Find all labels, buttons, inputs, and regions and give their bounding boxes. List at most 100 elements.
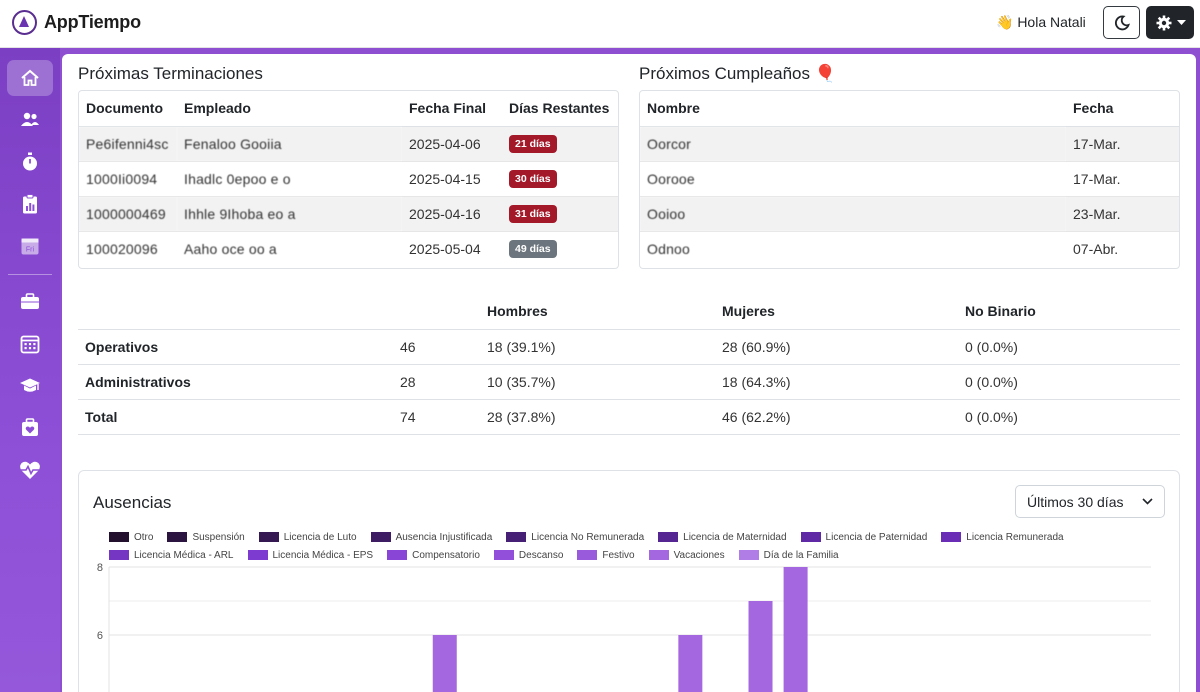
legend-label: Día de la Familia: [763, 549, 839, 561]
table-row[interactable]: Pe6ifenni4sc Fenaloo Gooiia 2025-04-06 2…: [79, 125, 618, 161]
dias-restantes-cell: 21 días: [502, 125, 618, 161]
table-row: Operativos 46 18 (39.1%) 28 (60.9%) 0 (0…: [78, 329, 1180, 365]
column-header-fecha-final[interactable]: Fecha Final: [402, 91, 502, 127]
table-row[interactable]: 1000Ii0094 Ihadlc 0epoo e o 2025-04-15 3…: [79, 160, 618, 196]
legend-swatch: [738, 550, 759, 560]
gender-stats-table: Hombres Mujeres No Binario Operativos 46…: [78, 294, 1180, 435]
legend-item[interactable]: Licencia de Luto: [258, 529, 357, 545]
legend-swatch: [258, 532, 279, 542]
legend-swatch: [941, 532, 962, 542]
settings-dropdown-button[interactable]: [1146, 6, 1194, 39]
legend-item[interactable]: Otro: [109, 529, 153, 545]
chart-bar[interactable]: [783, 567, 808, 692]
total-cell: 46: [400, 329, 487, 365]
table-row[interactable]: Odnoo 07-Abr.: [640, 230, 1179, 266]
mujeres-cell: 18 (64.3%): [722, 364, 965, 400]
sidebar-item-home[interactable]: [7, 60, 53, 96]
sidebar-item-health[interactable]: [7, 452, 53, 488]
sidebar-item-training[interactable]: [7, 368, 53, 404]
legend-swatch: [658, 532, 679, 542]
legend-label: Licencia de Paternidad: [825, 531, 928, 543]
days-remaining-badge: 30 días: [509, 170, 557, 188]
chart-bar[interactable]: [432, 635, 457, 692]
chart-bar[interactable]: [748, 601, 773, 692]
table-row[interactable]: Ooioo 23-Mar.: [640, 195, 1179, 231]
period-select[interactable]: Últimos 30 días: [1015, 485, 1165, 518]
table-row: Total 74 28 (37.8%) 46 (62.2%) 0 (0.0%): [78, 399, 1180, 435]
dias-restantes-cell: 31 días: [502, 195, 618, 231]
y-tick-label: 8: [97, 562, 103, 574]
fecha-cell: 23-Mar.: [1066, 195, 1179, 231]
legend-item[interactable]: Día de la Familia: [738, 547, 839, 563]
fecha-cell: 17-Mar.: [1066, 160, 1179, 196]
theme-toggle-button[interactable]: [1103, 6, 1140, 39]
fecha-final-cell: 2025-04-06: [402, 125, 502, 161]
total-cell: 74: [400, 399, 487, 435]
graduation-cap-icon: [20, 378, 40, 392]
column-header-nombre[interactable]: Nombre: [640, 91, 1066, 127]
table-header-row: Hombres Mujeres No Binario: [78, 294, 1180, 330]
chevron-down-icon: [1142, 498, 1153, 505]
legend-label: Descanso: [518, 549, 564, 561]
legend-swatch: [493, 550, 514, 560]
no-binario-cell: 0 (0.0%): [965, 364, 1180, 400]
legend-item[interactable]: Ausencia Injustificada: [370, 529, 493, 545]
column-header-dias-restantes[interactable]: Días Restantes: [502, 91, 618, 127]
briefcase-icon: [21, 293, 39, 309]
legend-item[interactable]: Licencia de Paternidad: [800, 529, 928, 545]
birthdays-table: Nombre Fecha Oorcor 17-Mar. Oorooe 17-Ma…: [639, 90, 1180, 269]
legend-item[interactable]: Licencia Médica - ARL: [109, 547, 234, 563]
chart-legend: Otro Suspensión Licencia de Luto Ausencia I…: [109, 529, 1149, 565]
sidebar-item-reports[interactable]: [7, 186, 53, 222]
table-row[interactable]: 1000000469 Ihhle 9Ihoba eo a 2025-04-16 …: [79, 195, 618, 231]
nombre-cell: Ooioo: [640, 195, 1066, 231]
legend-item[interactable]: Vacaciones: [648, 547, 725, 563]
empleado-cell: Fenaloo Gooiia: [177, 125, 402, 161]
sidebar-item-jobs[interactable]: [7, 284, 53, 320]
terminations-table: Documento Empleado Fecha Final Días Rest…: [78, 90, 619, 269]
legend-label: Festivo: [602, 549, 635, 561]
legend-label: Compensatorio: [412, 549, 480, 561]
chart-bar[interactable]: [678, 635, 703, 692]
terminations-title: Próximas Terminaciones: [78, 64, 263, 83]
sidebar-item-users[interactable]: [7, 102, 53, 138]
legend-item[interactable]: Festivo: [577, 547, 635, 563]
calendar-grid-icon: [20, 335, 40, 354]
column-header-empleado[interactable]: Empleado: [177, 91, 402, 127]
y-tick-label: 6: [97, 630, 103, 642]
fecha-final-cell: 2025-04-16: [402, 195, 502, 231]
days-remaining-badge: 21 días: [509, 135, 557, 153]
sidebar-item-schedule[interactable]: [7, 326, 53, 362]
table-row[interactable]: Oorooe 17-Mar.: [640, 160, 1179, 196]
legend-item[interactable]: Compensatorio: [387, 547, 480, 563]
table-row: Administrativos 28 10 (35.7%) 18 (64.3%)…: [78, 364, 1180, 400]
legend-label: Ausencia Injustificada: [395, 531, 493, 543]
brand[interactable]: AppTiempo: [12, 10, 141, 35]
fecha-final-cell: 2025-04-15: [402, 160, 502, 196]
days-remaining-badge: 49 días: [509, 240, 557, 259]
column-header-fecha[interactable]: Fecha: [1066, 91, 1179, 127]
birthdays-title: Próximos Cumpleaños 🎈: [639, 64, 836, 83]
user-greeting[interactable]: 👋 Hola Natali: [996, 14, 1086, 30]
category-cell: Total: [78, 399, 400, 435]
legend-item[interactable]: Licencia Remunerada: [941, 529, 1064, 545]
legend-label: Vacaciones: [673, 549, 725, 561]
legend-swatch: [247, 550, 268, 560]
legend-item[interactable]: Licencia No Remunerada: [506, 529, 644, 545]
documento-cell: 1000000469: [79, 195, 177, 231]
column-header-documento[interactable]: Documento: [79, 91, 177, 127]
legend-item[interactable]: Descanso: [493, 547, 564, 563]
documento-cell: 1000Ii0094: [79, 160, 177, 196]
sidebar-item-timer[interactable]: [7, 144, 53, 180]
dias-restantes-cell: 30 días: [502, 160, 618, 196]
mujeres-cell: 28 (60.9%): [722, 329, 965, 365]
table-row[interactable]: Oorcor 17-Mar.: [640, 125, 1179, 161]
legend-item[interactable]: Licencia Médica - EPS: [247, 547, 373, 563]
sidebar-item-calendar-day[interactable]: Fri: [7, 228, 53, 264]
legend-swatch: [506, 532, 527, 542]
caret-down-icon: [1176, 19, 1186, 25]
legend-item[interactable]: Licencia de Maternidad: [658, 529, 787, 545]
table-row[interactable]: 100020096 Aaho oce oo a 2025-05-04 49 dí…: [79, 230, 618, 266]
sidebar-item-medical[interactable]: [7, 410, 53, 446]
legend-item[interactable]: Suspensión: [167, 529, 245, 545]
